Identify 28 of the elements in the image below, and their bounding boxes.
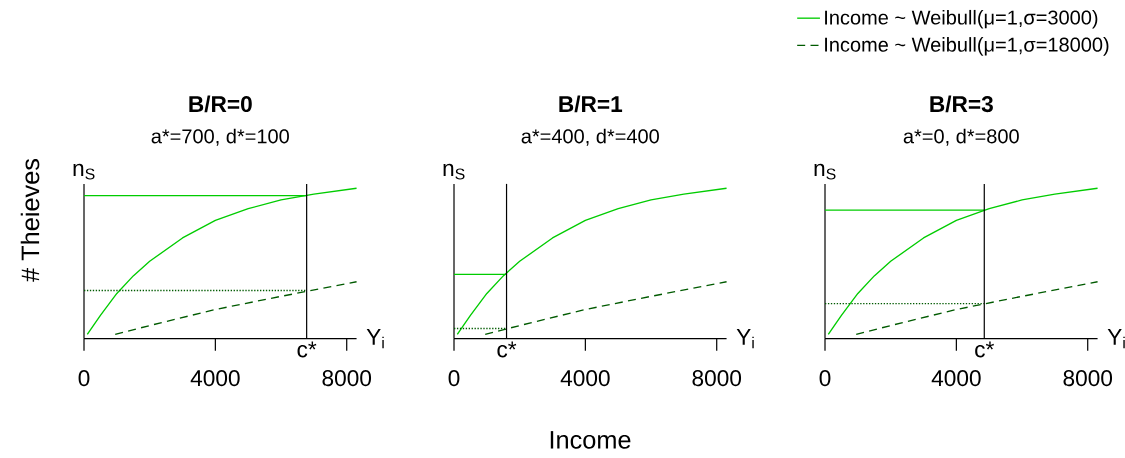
text: # Theieves (20, 158, 40, 282)
x-tick-label: 0 (78, 370, 90, 387)
legend-label: Income ~ Weibull(μ=1,σ=3000) (825, 9, 1098, 29)
chart-title: B/R=1 (559, 95, 623, 113)
chart-title: B/R=0 (189, 95, 252, 113)
x-axis-title: Y$_{i}$ (366, 329, 384, 349)
chart-title: B/R=3 (930, 95, 993, 113)
x-tick-label: 4000 (560, 370, 610, 387)
y-axis-title: n$_{S}$ (443, 163, 465, 180)
x-tick-label: 8000 (1063, 370, 1113, 387)
x-tick-label: 4000 (190, 370, 240, 387)
chart-subtitle: a*=700, d*=100 (151, 128, 289, 146)
ref-line-label: c* (975, 341, 994, 358)
y-axis-title: n$_{S}$ (73, 163, 95, 180)
ref-line-label: c* (497, 341, 517, 358)
x-tick-label: 8000 (322, 370, 372, 387)
x-tick-label: 4000 (931, 370, 981, 387)
chart-subtitle: a*=400, d*=400 (521, 128, 659, 146)
y-axis-title: n$_{S}$ (814, 163, 836, 180)
x-axis-title: Y$_{i}$ (1107, 329, 1125, 349)
x-axis-title: Y$_{i}$ (736, 329, 754, 349)
x-tick-label: 8000 (692, 370, 742, 387)
x-tick-label: 0 (819, 370, 831, 387)
legend-label: Income ~ Weibull(μ=1,σ=18000) (825, 37, 1109, 56)
text: Income (550, 431, 631, 449)
ref-line-label: c* (297, 341, 317, 358)
chart-subtitle: a*=0, d*=800 (903, 128, 1019, 146)
x-tick-label: 0 (448, 370, 460, 387)
